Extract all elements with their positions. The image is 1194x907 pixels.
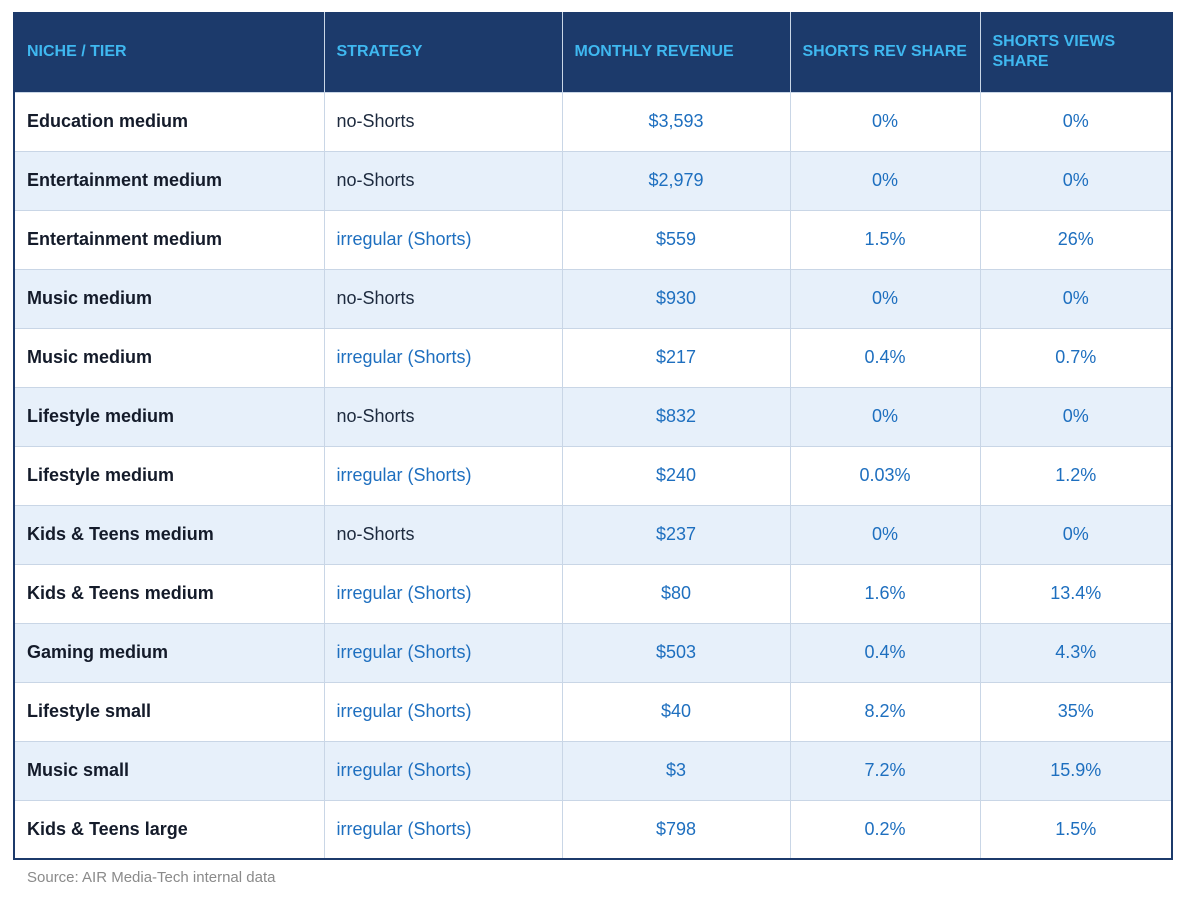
cell-strategy: irregular (Shorts) [323,799,562,859]
table-row: Gaming medium irregular (Shorts) $503 0.4% 4… [14,622,1172,682]
cell-niche-tier: Kids & Teens medium [14,563,324,623]
cell-strategy: irregular (Shorts) [323,445,562,505]
cell-shorts-rev-share: 8.2% [789,681,980,741]
cell-strategy: no-Shorts [323,504,562,564]
cell-niche-tier: Music medium [14,268,324,328]
cell-niche-tier: Kids & Teens medium [14,504,324,564]
cell-shorts-views-share: 0% [979,268,1172,328]
cell-shorts-views-share: 1.2% [979,445,1172,505]
cell-strategy: no-Shorts [323,386,562,446]
revenue-table-container: NICHE / TIER STRATEGY MONTHLY REVENUE SH… [13,12,1173,860]
table-row: Entertainment medium no-Shorts $2,979 0% 0% [14,150,1172,210]
header-monthly-revenue: MONTHLY REVENUE [561,12,790,92]
source-note: Source: AIR Media-Tech internal data [27,869,276,886]
cell-shorts-rev-share: 7.2% [789,740,980,800]
table-row: Music medium irregular (Shorts) $217 0.4% 0.… [14,327,1172,387]
table-row: Lifestyle small irregular (Shorts) $40 8.2%… [14,681,1172,741]
cell-niche-tier: Gaming medium [14,622,324,682]
cell-monthly-revenue: $40 [561,681,790,741]
cell-niche-tier: Music medium [14,327,324,387]
cell-strategy: no-Shorts [323,91,562,151]
table-body: Education medium no-Shorts $3,593 0% 0% Enter… [14,91,1172,859]
cell-niche-tier: Education medium [14,91,324,151]
table-row: Lifestyle medium irregular (Shorts) $240 0.… [14,445,1172,505]
cell-shorts-rev-share: 0% [789,268,980,328]
table-row: Education medium no-Shorts $3,593 0% 0% [14,91,1172,151]
table-row: Kids & Teens medium no-Shorts $237 0% 0% [14,504,1172,564]
cell-niche-tier: Entertainment medium [14,209,324,269]
cell-monthly-revenue: $3,593 [561,91,790,151]
cell-monthly-revenue: $80 [561,563,790,623]
cell-shorts-rev-share: 0% [789,386,980,446]
cell-shorts-rev-share: 0.4% [789,327,980,387]
table-row: Kids & Teens medium irregular (Shorts) $80… [14,563,1172,623]
cell-niche-tier: Kids & Teens large [14,799,324,859]
cell-shorts-rev-share: 0.4% [789,622,980,682]
cell-shorts-views-share: 4.3% [979,622,1172,682]
table-row: Lifestyle medium no-Shorts $832 0% 0% [14,386,1172,446]
cell-shorts-rev-share: 0.2% [789,799,980,859]
cell-shorts-rev-share: 0.03% [789,445,980,505]
cell-monthly-revenue: $798 [561,799,790,859]
table-row: Music medium no-Shorts $930 0% 0% [14,268,1172,328]
cell-strategy: irregular (Shorts) [323,563,562,623]
cell-monthly-revenue: $3 [561,740,790,800]
cell-monthly-revenue: $237 [561,504,790,564]
cell-strategy: irregular (Shorts) [323,681,562,741]
cell-shorts-views-share: 0% [979,91,1172,151]
cell-monthly-revenue: $2,979 [561,150,790,210]
cell-shorts-views-share: 26% [979,209,1172,269]
cell-niche-tier: Entertainment medium [14,150,324,210]
cell-shorts-views-share: 0% [979,504,1172,564]
cell-shorts-views-share: 0.7% [979,327,1172,387]
cell-shorts-rev-share: 0% [789,504,980,564]
table-row: Entertainment medium irregular (Shorts) $5… [14,209,1172,269]
cell-shorts-views-share: 1.5% [979,799,1172,859]
cell-strategy: no-Shorts [323,150,562,210]
cell-niche-tier: Lifestyle medium [14,386,324,446]
header-niche-tier: NICHE / TIER [14,12,324,92]
header-strategy: STRATEGY [323,12,562,92]
header-shorts-views-share: SHORTS VIEWS SHARE [979,12,1172,92]
cell-monthly-revenue: $559 [561,209,790,269]
header-shorts-rev-share: SHORTS REV SHARE [789,12,980,92]
cell-shorts-views-share: 15.9% [979,740,1172,800]
cell-monthly-revenue: $217 [561,327,790,387]
cell-strategy: irregular (Shorts) [323,327,562,387]
cell-shorts-rev-share: 1.5% [789,209,980,269]
table-header-row: NICHE / TIER STRATEGY MONTHLY REVENUE SH… [14,12,1172,92]
cell-strategy: irregular (Shorts) [323,209,562,269]
cell-monthly-revenue: $240 [561,445,790,505]
cell-shorts-rev-share: 0% [789,150,980,210]
cell-strategy: no-Shorts [323,268,562,328]
cell-niche-tier: Music small [14,740,324,800]
table-row: Kids & Teens large irregular (Shorts) $798… [14,799,1172,859]
cell-monthly-revenue: $832 [561,386,790,446]
cell-niche-tier: Lifestyle medium [14,445,324,505]
cell-strategy: irregular (Shorts) [323,622,562,682]
cell-shorts-views-share: 0% [979,150,1172,210]
cell-monthly-revenue: $930 [561,268,790,328]
cell-shorts-views-share: 13.4% [979,563,1172,623]
cell-shorts-rev-share: 1.6% [789,563,980,623]
cell-shorts-rev-share: 0% [789,91,980,151]
cell-strategy: irregular (Shorts) [323,740,562,800]
cell-niche-tier: Lifestyle small [14,681,324,741]
cell-shorts-views-share: 35% [979,681,1172,741]
revenue-table: NICHE / TIER STRATEGY MONTHLY REVENUE SH… [13,12,1173,860]
cell-shorts-views-share: 0% [979,386,1172,446]
cell-monthly-revenue: $503 [561,622,790,682]
table-row: Music small irregular (Shorts) $3 7.2% 15.9% [14,740,1172,800]
